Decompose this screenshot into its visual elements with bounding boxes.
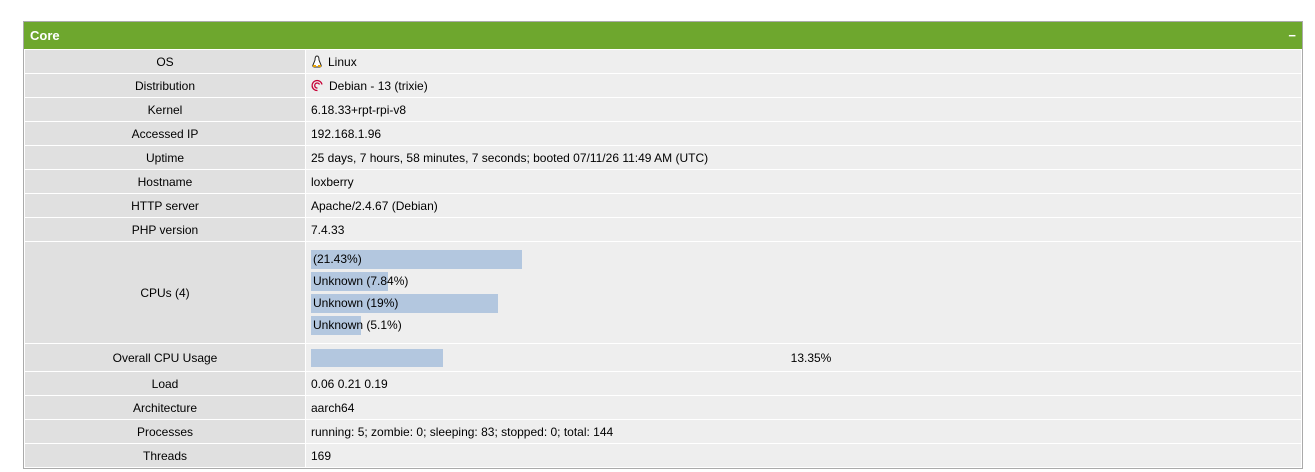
bar-fill [311, 250, 523, 269]
value-text: Linux [328, 54, 357, 69]
info-row: HTTP server Apache/2.4.67 (Debian) [24, 193, 1302, 218]
cpu-bar: Unknown (19%) [311, 294, 1296, 313]
info-row: Processes running: 5; zombie: 0; sleeping… [24, 419, 1302, 444]
cpu-label: Unknown (5.1%) [313, 318, 402, 332]
row-label: Threads [24, 443, 306, 468]
row-label: OS [24, 49, 306, 74]
bar-fill [311, 348, 444, 367]
row-value: loxberry [305, 169, 1302, 194]
row-label: HTTP server [24, 193, 306, 218]
panel-header: Core − [24, 22, 1302, 49]
value-text: 192.168.1.96 [311, 126, 382, 141]
debian-icon [311, 79, 323, 91]
value-text: 25 days, 7 hours, 58 minutes, 7 seconds;… [311, 150, 709, 165]
bar-fill [311, 272, 389, 291]
row-label: Kernel [24, 97, 306, 122]
linux-icon [312, 54, 322, 67]
row-value: 0.06 0.21 0.19 [305, 371, 1302, 396]
info-row: PHP version 7.4.33 [24, 217, 1302, 242]
usage-bar: 13.35% [311, 344, 1296, 371]
info-row: Hostname loxberry [24, 169, 1302, 194]
core-panel: Core − OS Linux Distribution Debian - 13 (t… [23, 21, 1303, 469]
info-row: Load 0.06 0.21 0.19 [24, 371, 1302, 396]
value-text: 7.4.33 [311, 222, 345, 237]
collapse-toggle[interactable]: − [1288, 28, 1296, 43]
info-row: Overall CPU Usage 13.35% [24, 343, 1302, 372]
row-label: Overall CPU Usage [24, 343, 306, 372]
row-value: 6.18.33+rpt-rpi-v8 [305, 97, 1302, 122]
usage-label: 13.35% [790, 350, 832, 365]
info-row: Threads 169 [24, 443, 1302, 468]
row-value: 192.168.1.96 [305, 121, 1302, 146]
info-row: OS Linux [24, 49, 1302, 74]
cpu-label: Unknown (7.84%) [313, 274, 409, 288]
value-text: aarch64 [311, 400, 355, 415]
row-value: aarch64 [305, 395, 1302, 420]
info-row: Distribution Debian - 13 (trixie) [24, 73, 1302, 98]
row-label: CPUs (4) [24, 241, 306, 344]
row-value: 13.35% [305, 343, 1302, 372]
value-text: Debian - 13 (trixie) [329, 78, 428, 93]
row-label: Load [24, 371, 306, 396]
cpu-label: (21.43%) [313, 252, 362, 266]
value-text: 6.18.33+rpt-rpi-v8 [311, 102, 407, 117]
value-text: 169 [311, 448, 332, 463]
row-value: Debian - 13 (trixie) [305, 73, 1302, 98]
row-value: (21.43%) Unknown (7.84%) Unknown (19%) Unkn… [305, 241, 1302, 344]
value-text: 0.06 0.21 0.19 [311, 376, 388, 391]
info-row: Kernel 6.18.33+rpt-rpi-v8 [24, 97, 1302, 122]
cpu-label: Unknown (19%) [313, 296, 399, 310]
cpu-bar: (21.43%) [311, 250, 1296, 269]
value-text: loxberry [311, 174, 354, 189]
row-value: Linux [305, 49, 1302, 74]
row-label: PHP version [24, 217, 306, 242]
panel-title: Core [30, 28, 60, 43]
row-value: Apache/2.4.67 (Debian) [305, 193, 1302, 218]
row-label: Architecture [24, 395, 306, 420]
row-value: 7.4.33 [305, 217, 1302, 242]
bar-fill [311, 316, 362, 335]
row-value: running: 5; zombie: 0; sleeping: 83; sto… [305, 419, 1302, 444]
row-label: Distribution [24, 73, 306, 98]
row-value: 25 days, 7 hours, 58 minutes, 7 seconds;… [305, 145, 1302, 170]
info-row: Architecture aarch64 [24, 395, 1302, 420]
value-text: Apache/2.4.67 (Debian) [311, 198, 438, 213]
row-value: 169 [305, 443, 1302, 468]
bar-fill [311, 294, 499, 313]
row-label: Hostname [24, 169, 306, 194]
cpu-bar: Unknown (7.84%) [311, 272, 1296, 291]
info-row: Uptime 25 days, 7 hours, 58 minutes, 7 se… [24, 145, 1302, 170]
info-row: CPUs (4) (21.43%) Unknown (7.84%) Unknown (… [24, 241, 1302, 344]
info-table: OS Linux Distribution Debian - 13 (trixie) K… [24, 49, 1302, 468]
row-label: Processes [24, 419, 306, 444]
row-label: Uptime [24, 145, 306, 170]
row-label: Accessed IP [24, 121, 306, 146]
value-text: running: 5; zombie: 0; sleeping: 83; sto… [311, 424, 614, 439]
usage-track [311, 348, 781, 367]
cpu-bar: Unknown (5.1%) [311, 316, 1296, 335]
info-row: Accessed IP 192.168.1.96 [24, 121, 1302, 146]
